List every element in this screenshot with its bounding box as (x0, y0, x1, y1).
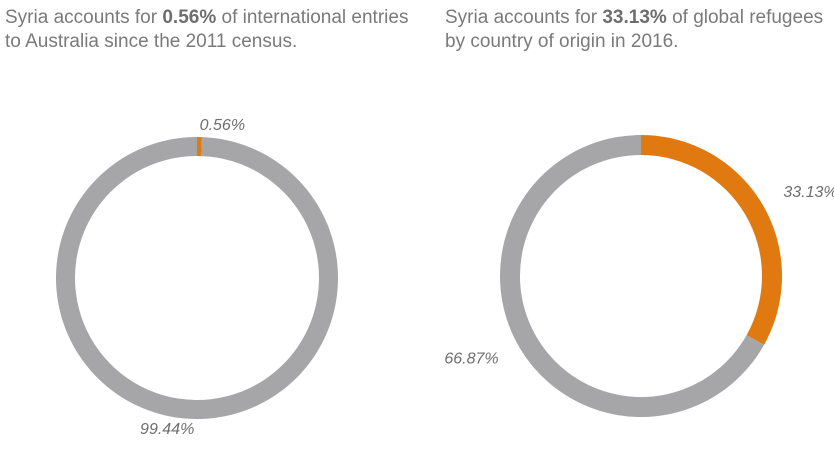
chart-title: Syria accounts for 0.56% of internationa… (5, 6, 425, 54)
data-label: 33.13% (783, 184, 834, 201)
donut-slice (197, 137, 202, 157)
donut-slice (55, 137, 338, 419)
title-highlight: 33.13% (602, 7, 667, 28)
title-text: of international entries to Australia si… (5, 7, 409, 52)
title-highlight: 0.56% (162, 7, 217, 28)
data-label: 99.44% (140, 421, 194, 438)
title-text: of global refugees by country of origin … (445, 7, 824, 52)
donut-slice (641, 135, 782, 345)
data-label: 0.56% (200, 117, 245, 134)
title-text: Syria accounts for (5, 7, 163, 28)
data-label: 66.87% (444, 351, 498, 368)
title-text: Syria accounts for (445, 7, 603, 28)
chart-title: Syria accounts for 33.13% of global refu… (445, 6, 830, 54)
